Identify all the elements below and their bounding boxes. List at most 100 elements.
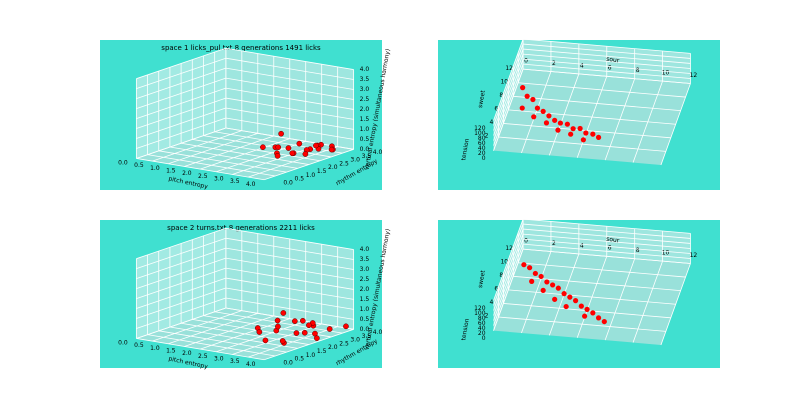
tick-label: 3.0 xyxy=(360,266,370,273)
grid-line xyxy=(147,334,276,357)
grid-line xyxy=(493,58,524,141)
point xyxy=(582,313,588,319)
grid-line xyxy=(158,150,287,173)
subplot: space 2 turns.txt 8 generations 2211 lic… xyxy=(100,220,392,371)
grid-line xyxy=(136,77,226,109)
tick-label: 10 xyxy=(500,78,508,85)
grid-line xyxy=(493,228,524,311)
grid-line xyxy=(136,247,226,280)
grid-line xyxy=(225,67,354,90)
grid-line xyxy=(493,43,524,126)
tick-label: 2.0 xyxy=(328,164,338,171)
grid-line xyxy=(523,63,691,79)
grid-line xyxy=(508,109,676,125)
grid-line xyxy=(225,87,354,110)
grid-line xyxy=(225,247,354,270)
point xyxy=(520,85,526,91)
tick-label: 8 xyxy=(636,247,640,254)
grid-line xyxy=(225,117,354,140)
point xyxy=(275,323,281,330)
tick-label: 2.5 xyxy=(198,353,208,360)
point xyxy=(289,150,296,157)
grid-line xyxy=(225,97,354,120)
grid-line xyxy=(225,297,354,320)
point xyxy=(540,108,546,114)
point xyxy=(521,262,527,268)
point xyxy=(590,131,596,137)
tick-label: 12 xyxy=(505,65,513,72)
grid-line xyxy=(136,87,226,119)
grid-line xyxy=(493,238,524,321)
grid-line xyxy=(225,77,354,100)
tick-label: 3.5 xyxy=(360,256,370,263)
point xyxy=(260,144,266,151)
grid-line xyxy=(493,38,524,121)
tick-label: 1.5 xyxy=(317,348,327,355)
tick-label: 4 xyxy=(580,62,584,69)
grid-line xyxy=(136,237,226,270)
grid-line xyxy=(493,233,524,316)
point xyxy=(280,310,287,316)
tick-label: 2.5 xyxy=(198,173,208,180)
tick-label: 1.5 xyxy=(166,168,176,175)
tick-label: 3.0 xyxy=(214,176,224,183)
grid-line xyxy=(225,287,354,310)
point xyxy=(293,330,300,336)
grid-line xyxy=(493,249,524,331)
tick-label: 4.0 xyxy=(246,361,256,368)
x-axis-label: sour xyxy=(606,236,620,245)
grid-line xyxy=(136,97,226,129)
point xyxy=(529,278,535,284)
tick-label: 2.0 xyxy=(328,344,338,351)
point xyxy=(328,146,335,153)
tick-label: 0 xyxy=(524,238,528,245)
tick-label: 1.0 xyxy=(360,126,370,133)
grid-line xyxy=(523,223,691,239)
chart-title: space 1 licks_pul.txt 8 generations 1491… xyxy=(161,44,321,52)
grid-line xyxy=(225,267,354,290)
tick-label: 4.0 xyxy=(246,181,256,188)
point xyxy=(256,329,263,335)
grid-line xyxy=(147,154,276,177)
y-axis-label: sweet xyxy=(477,89,487,108)
point xyxy=(279,338,286,344)
tick-label: 1.0 xyxy=(306,172,316,179)
point xyxy=(568,131,574,137)
grid-line xyxy=(523,53,691,69)
grid-line xyxy=(225,57,354,80)
grid-line xyxy=(136,307,226,339)
grid-line xyxy=(136,158,265,181)
grid-line xyxy=(493,48,524,131)
tick-label: 1.5 xyxy=(166,348,176,355)
point xyxy=(543,120,550,126)
grid-line xyxy=(169,326,298,349)
grid-line xyxy=(158,330,287,353)
grid-line xyxy=(493,223,524,306)
grid-line xyxy=(523,68,691,84)
subplot: 0 2 4 6 8 10 1224681012020406080100120sourswee… xyxy=(438,38,720,190)
point xyxy=(583,130,589,136)
tick-label: 1.0 xyxy=(150,345,160,352)
grid-line xyxy=(518,262,686,278)
tick-label: 0.5 xyxy=(295,356,305,363)
tick-label: 2.5 xyxy=(360,96,370,103)
grid-line xyxy=(136,57,226,90)
grid-line xyxy=(498,136,666,152)
tick-label: 60 xyxy=(478,320,486,327)
point xyxy=(577,125,583,132)
tick-label: 2.0 xyxy=(182,350,192,357)
point xyxy=(296,140,303,147)
tick-label: 2 xyxy=(485,313,489,320)
z-axis-label: tension xyxy=(460,318,471,341)
tick-label: 1.5 xyxy=(360,296,370,303)
grid-line xyxy=(136,67,226,100)
tick-label: 3.0 xyxy=(360,86,370,93)
point xyxy=(552,296,558,302)
tick-label: 3.0 xyxy=(350,337,360,344)
grid-line xyxy=(136,107,226,139)
tick-label: 60 xyxy=(478,140,486,147)
subplot: space 1 licks_pul.txt 8 generations 1491… xyxy=(100,40,392,191)
tick-label: 3.5 xyxy=(362,333,372,340)
point xyxy=(538,273,544,280)
grid-line xyxy=(225,257,354,280)
